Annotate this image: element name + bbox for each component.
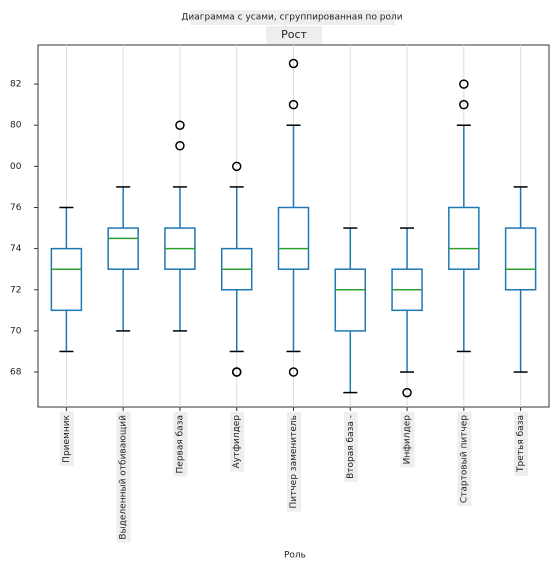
x-tick-label-bg (59, 411, 74, 466)
chart-subtitle: Рост (281, 28, 307, 41)
x-tick-label: Инфилдер (403, 415, 413, 465)
x-tick-label: Приемник (62, 414, 72, 462)
x-tick-label: Первая база (175, 415, 185, 473)
x-tick-label-bg (116, 411, 131, 543)
flier (288, 58, 299, 69)
chart-title: Диаграмма с усами, сгруппированная по ро… (181, 13, 402, 23)
flier (231, 161, 242, 172)
y-tick-label: 72 (10, 285, 21, 295)
x-tick-label-bg (230, 411, 245, 472)
x-tick-label: Стартовый питчер (459, 415, 469, 503)
x-axis-label: Роль (284, 551, 306, 561)
title-bg (190, 10, 395, 25)
x-tick-label: Вторая база - (346, 415, 356, 479)
flier (288, 99, 299, 110)
y-tick-label: 68 (10, 368, 22, 378)
flier (288, 367, 299, 377)
x-tick-label-bg (514, 412, 529, 476)
x-tick-label-bg (343, 412, 358, 482)
x-tick-label-bg (457, 411, 472, 507)
flier (402, 387, 412, 398)
y-tick-label: 74 (10, 244, 22, 254)
flier (459, 79, 469, 89)
x-tick-label-bg (287, 412, 301, 512)
x-tick-label: Выделенный отбивающий (119, 415, 129, 540)
box (504, 227, 537, 291)
flier (175, 120, 185, 130)
y-tick-label: 76 (10, 203, 22, 213)
flier (175, 141, 185, 151)
x-tick-label: Третья база (516, 415, 526, 473)
box (334, 268, 367, 332)
y-tick-label: 00 (10, 162, 22, 172)
box (107, 227, 139, 270)
flier (231, 367, 242, 377)
y-tick-label: 80 (10, 121, 22, 131)
subtitle-bg (266, 26, 322, 44)
box (277, 206, 310, 270)
x-tick-label: Аутфилдер (232, 415, 242, 469)
y-tick-label: 82 (10, 80, 21, 90)
y-tick-label: 70 (10, 326, 22, 336)
x-tick-label: Питчер заменитель (289, 415, 299, 509)
box (50, 247, 83, 312)
x-tick-label-bg (173, 412, 188, 477)
box (448, 206, 480, 270)
x-tick-label-bg (400, 411, 415, 468)
flier (459, 99, 469, 110)
